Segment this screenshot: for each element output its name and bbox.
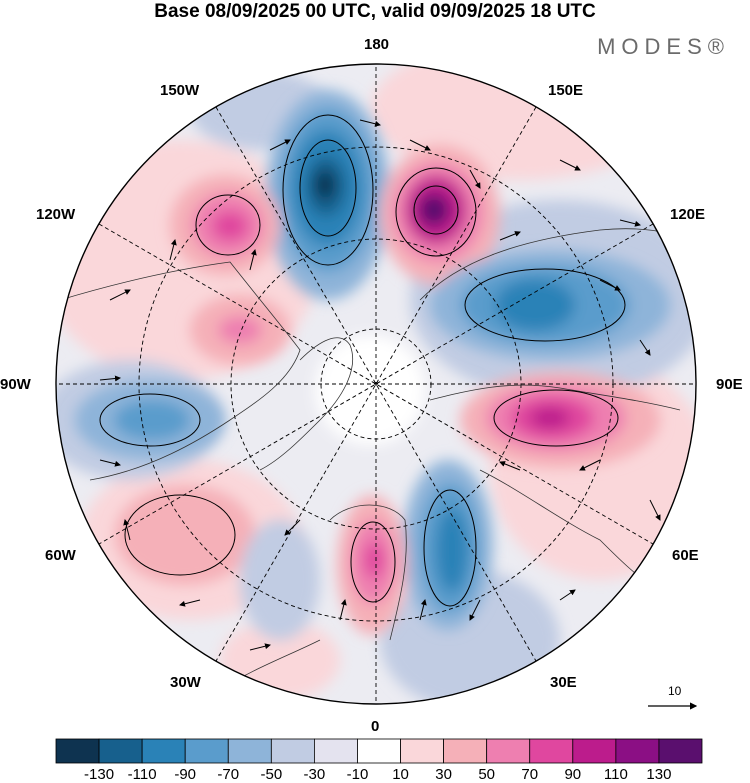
lon-label-0: 0 — [371, 718, 380, 735]
colorbar-swatch — [55, 738, 100, 764]
contour-lines — [99, 114, 626, 607]
colorbar-swatch — [615, 738, 660, 764]
colorbar-swatch — [486, 738, 531, 764]
colorbar-tick-label: 110 — [603, 766, 628, 783]
colorbar-tick-label: 130 — [646, 766, 672, 783]
lon-label-180: 180 — [364, 36, 390, 53]
colorbar-swatch — [313, 738, 358, 764]
map-title: Base 08/09/2025 00 UTC, valid 09/09/2025… — [154, 1, 596, 22]
lon-label-90w: 90W — [0, 376, 31, 393]
map-boundary — [55, 63, 697, 705]
lon-label-90e: 90E — [716, 376, 743, 393]
colorbar-swatch — [357, 738, 401, 764]
colorbar-swatch — [400, 738, 444, 764]
lon-label-120e: 120E — [670, 206, 706, 223]
colorbar-tick-label: 90 — [564, 766, 582, 783]
lon-label-150w: 150W — [160, 82, 200, 99]
colorbar-swatch — [270, 738, 315, 764]
colorbar-tick-label: -10 — [346, 766, 369, 783]
lon-label-60w: 60W — [45, 547, 76, 564]
colorbar-tick-label: -130 — [84, 766, 115, 783]
colorbar-swatch — [658, 738, 703, 764]
lon-label-30e: 30E — [550, 674, 577, 691]
colorbar-swatch — [443, 738, 488, 764]
colorbar-tick-label: -90 — [174, 766, 197, 783]
colorbar-swatch — [572, 738, 617, 764]
colorbar-swatch — [227, 738, 272, 764]
colorbar-tick-label: -110 — [127, 766, 157, 783]
graticule — [56, 64, 696, 704]
colorbar — [55, 738, 703, 764]
colorbar-tick-label: 10 — [392, 766, 409, 783]
lon-label-60e: 60E — [672, 547, 699, 564]
colorbar-tick-label: -50 — [260, 766, 283, 783]
colorbar-swatch — [529, 738, 574, 764]
colorbar-tick-label: 70 — [521, 766, 539, 783]
colorbar-tick-label: 50 — [478, 766, 495, 783]
wind-vectors — [99, 119, 661, 651]
modes-logo: MODES® — [597, 34, 730, 59]
blue-cell-20W — [240, 520, 320, 640]
colorbar-swatch — [184, 738, 229, 764]
colorbar-tick-label: -70 — [217, 766, 240, 783]
colorbar-tick-label: 30 — [435, 766, 452, 783]
lon-label-150e: 150E — [548, 82, 584, 99]
colorbar-swatch — [98, 738, 143, 764]
pink-cell-50W — [115, 485, 255, 585]
colorbar-swatch — [141, 738, 186, 764]
reference-vector-label: 10 — [668, 684, 682, 698]
anomaly-field — [56, 64, 696, 704]
colorbar-tick-label: -30 — [303, 766, 326, 783]
lon-label-30w: 30W — [170, 674, 201, 691]
lon-label-120w: 120W — [36, 206, 76, 223]
